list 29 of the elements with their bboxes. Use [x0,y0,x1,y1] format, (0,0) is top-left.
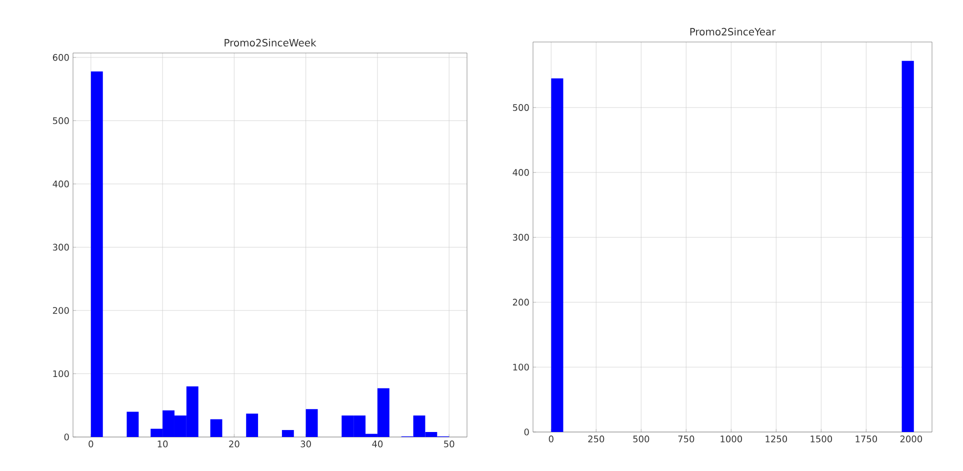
x-tick-label: 1750 [856,436,878,442]
y-tick-label: 500 [512,104,529,111]
x-tick-label: 0 [88,440,94,448]
y-tick-label: 400 [52,180,69,188]
x-tick-label: 40 [372,440,383,448]
x-tick-label: 750 [678,436,694,442]
y-tick-label: 300 [512,234,529,241]
chart-title: Promo2SinceWeek [224,38,316,46]
x-tick-label: 10 [158,440,168,448]
x-tick-label: 1500 [810,436,832,442]
y-tick-label: 100 [513,364,529,371]
y-tick-label: 0 [524,428,529,436]
x-tick-label: 20 [229,440,240,448]
y-tick-label: 100 [53,370,69,378]
y-tick-label: 600 [52,54,69,61]
x-tick-label: 2000 [900,436,922,442]
x-tick-label: 250 [588,436,604,442]
y-tick-label: 400 [512,169,529,176]
y-tick-label: 200 [52,307,69,314]
x-tick-label: 0 [548,436,554,442]
x-tick-label: 1000 [720,436,742,442]
y-tick-label: 500 [52,117,69,124]
chart-title: Promo2SinceYear [690,28,776,36]
x-tick-label: 30 [300,440,311,448]
x-tick-label: 50 [444,440,454,448]
y-tick-label: 300 [52,244,69,251]
x-tick-label: 500 [633,436,650,442]
x-tick-label: 1250 [766,436,788,442]
y-tick-label: 200 [512,298,529,306]
